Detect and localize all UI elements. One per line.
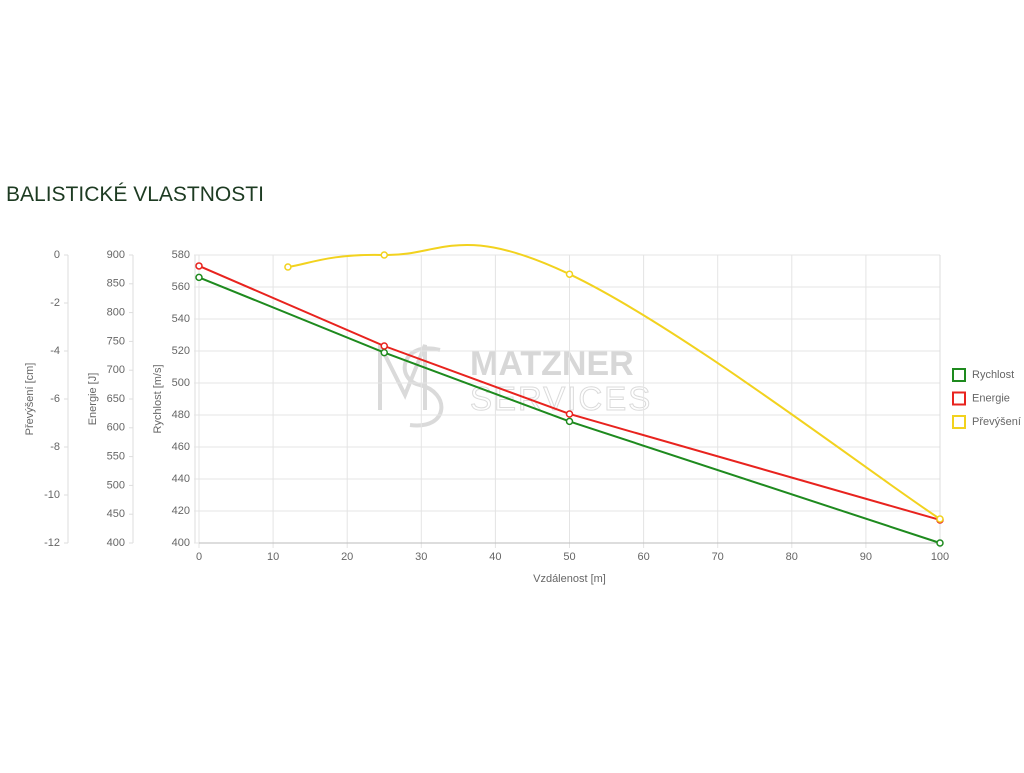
- x-tick-label: 80: [786, 551, 798, 563]
- y-tick-label: 800: [107, 307, 125, 319]
- x-axis-title: Vzdálenost [m]: [533, 573, 606, 585]
- data-point: [284, 263, 292, 271]
- y-tick-label: 400: [172, 537, 190, 549]
- y-axis-title: Energie [J]: [87, 373, 99, 426]
- x-tick-label: 50: [563, 551, 575, 563]
- y-tick-label: 540: [172, 313, 190, 325]
- y-tick-label: 600: [107, 422, 125, 434]
- y-tick-label: 480: [172, 409, 190, 421]
- legend-label: Převýšení: [972, 416, 1021, 428]
- chart-title: BALISTICKÉ VLASTNOSTI: [6, 183, 264, 206]
- data-point: [380, 342, 388, 350]
- y-tick-label: -2: [50, 297, 60, 309]
- data-point: [565, 417, 574, 426]
- y-tick-label: 440: [172, 473, 190, 485]
- data-point: [380, 251, 388, 259]
- legend-label: Rychlost: [972, 369, 1014, 381]
- x-tick-label: 30: [415, 551, 427, 563]
- series-line: [198, 276, 941, 544]
- y-tick-label: 450: [107, 508, 125, 520]
- y-axis-title: Převýšení [cm]: [24, 363, 36, 436]
- data-point: [565, 410, 574, 418]
- x-tick-label: 20: [341, 551, 353, 563]
- data-point: [195, 262, 203, 270]
- legend-label: Energie: [972, 392, 1010, 404]
- y-tick-label: 650: [107, 393, 125, 405]
- data-point: [565, 270, 574, 278]
- x-tick-label: 100: [931, 551, 949, 563]
- y-tick-label: 750: [107, 335, 125, 347]
- y-tick-label: -4: [50, 345, 60, 357]
- legend-swatch: [952, 391, 966, 406]
- x-tick-label: 0: [196, 551, 202, 563]
- y-tick-label: 580: [172, 249, 190, 261]
- y-tick-label: -8: [50, 441, 60, 453]
- legend-swatch: [952, 415, 966, 429]
- data-point: [195, 273, 203, 282]
- y-tick-label: 700: [107, 364, 125, 376]
- y-tick-label: 520: [172, 345, 190, 357]
- y-tick-label: 420: [172, 505, 190, 517]
- y-tick-label: 500: [107, 479, 125, 491]
- y-tick-label: 560: [172, 281, 190, 293]
- x-tick-label: 70: [712, 551, 724, 563]
- data-point: [936, 539, 944, 547]
- y-tick-label: 0: [54, 249, 60, 261]
- y-tick-label: -10: [44, 489, 60, 501]
- y-tick-label: 460: [172, 441, 190, 453]
- y-axis-title: Rychlost [m/s]: [152, 364, 164, 433]
- x-tick-label: 40: [489, 551, 501, 563]
- watermark-logo: [378, 344, 427, 410]
- x-tick-label: 90: [860, 551, 872, 563]
- series-line: [287, 244, 941, 520]
- y-tick-label: 550: [107, 451, 125, 463]
- y-tick-label: 500: [172, 377, 190, 389]
- y-tick-label: 900: [107, 249, 125, 261]
- x-tick-label: 10: [267, 551, 279, 563]
- data-point: [936, 515, 944, 523]
- y-tick-label: -6: [50, 393, 60, 405]
- legend-swatch: [952, 368, 966, 382]
- watermark-logo: [402, 346, 444, 428]
- x-tick-label: 60: [637, 551, 649, 563]
- y-tick-label: -12: [44, 537, 60, 549]
- y-tick-label: 400: [107, 537, 125, 549]
- series-line: [198, 265, 941, 521]
- y-tick-label: 850: [107, 278, 125, 290]
- data-point: [380, 348, 388, 357]
